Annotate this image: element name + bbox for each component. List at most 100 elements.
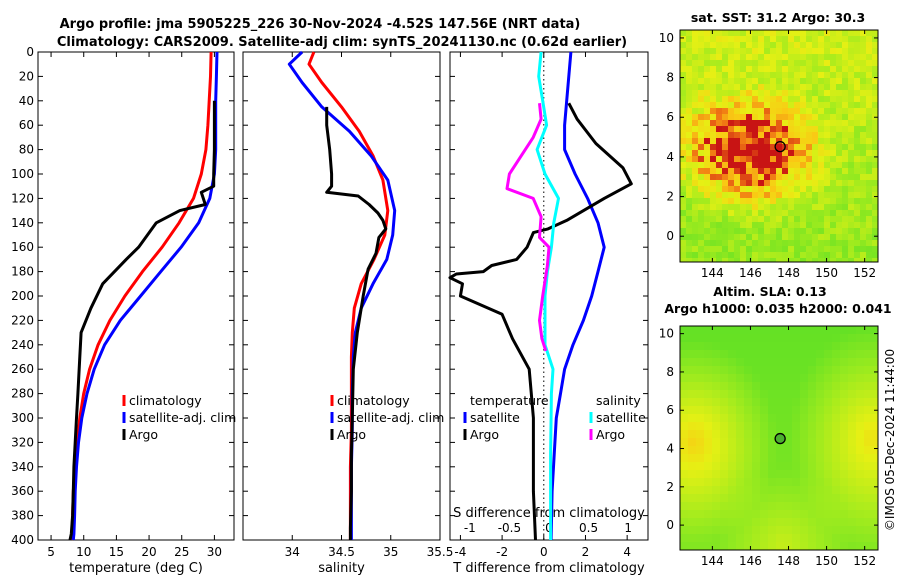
sst-map-cell — [842, 72, 849, 79]
sst-map-cell — [872, 198, 879, 205]
sla-map-cell — [696, 502, 705, 511]
sst-map-cell — [728, 48, 735, 55]
sst-map-cell — [770, 180, 777, 187]
sla-map-cell — [840, 366, 849, 375]
sst-map-cell — [848, 60, 855, 67]
sla-map-cell — [744, 422, 753, 431]
sst-map-cell — [716, 228, 723, 235]
sst-map-cell — [686, 174, 693, 181]
sst-map-cell — [860, 42, 867, 49]
sst-map-cell — [812, 198, 819, 205]
sla-map-cell — [824, 350, 833, 359]
sst-map-cell — [842, 90, 849, 97]
sla-map-cell — [768, 374, 777, 383]
sla-map-cell — [856, 534, 865, 543]
sst-map-cell — [758, 120, 765, 127]
sst-map-cell — [830, 210, 837, 217]
sst-map-cell — [830, 36, 837, 43]
sst-map-cell — [848, 36, 855, 43]
sla-map-cell — [688, 422, 697, 431]
sst-map-cell — [788, 240, 795, 247]
sla-map-cell — [768, 366, 777, 375]
sst-map-cell — [722, 96, 729, 103]
sst-map-cell — [704, 84, 711, 91]
sst-map-cell — [848, 150, 855, 157]
sst-map-cell — [836, 246, 843, 253]
sla-map-cell — [720, 478, 729, 487]
sst-map-cell — [824, 192, 831, 199]
diff-legend-temperature-heading: temperature — [470, 393, 549, 408]
sla-map-cell — [760, 470, 769, 479]
sla-map-cell — [784, 390, 793, 399]
sla-map-cell — [784, 470, 793, 479]
sla-map-cell — [808, 438, 817, 447]
sla-map-cell — [784, 334, 793, 343]
sst-map-cell — [818, 258, 825, 263]
sst-map-cell — [818, 228, 825, 235]
sst-map-cell — [680, 258, 687, 263]
sst-map-cell — [848, 246, 855, 253]
sla-map-cell — [720, 470, 729, 479]
sst-map-cell — [704, 150, 711, 157]
sst-map-cell — [812, 114, 819, 121]
sst-map-cell — [704, 180, 711, 187]
sst-map-cell — [872, 90, 879, 97]
sst-map-cell — [812, 60, 819, 67]
sst-map-cell — [848, 78, 855, 85]
sla-map-cell — [864, 494, 873, 503]
sla-map-cell — [712, 438, 721, 447]
sst-map-cell — [860, 36, 867, 43]
sla-map-cell — [704, 526, 713, 535]
sst-map-cell — [746, 102, 753, 109]
sla-map-cell — [872, 334, 879, 343]
sst-map-cell — [794, 258, 801, 263]
sla-map-cell — [776, 406, 785, 415]
sla-map-cell — [856, 486, 865, 495]
sla-map-cell — [848, 494, 857, 503]
sla-map-cell — [872, 358, 879, 367]
sla-map-cell — [760, 366, 769, 375]
sla-map-cell — [816, 334, 825, 343]
sst-map-cell — [842, 120, 849, 127]
sla-map-cell — [712, 502, 721, 511]
sla-map-cell — [856, 358, 865, 367]
sst-map-cell — [806, 150, 813, 157]
sst-map-cell — [842, 108, 849, 115]
sla-map-cell — [680, 326, 689, 335]
sst-map-cell — [692, 198, 699, 205]
sla-map-cell — [824, 446, 833, 455]
sst-map-cell — [860, 234, 867, 241]
sla-map-cell — [808, 534, 817, 543]
sst-map-cell — [854, 72, 861, 79]
sst-map-cell — [740, 258, 747, 263]
sla-map-cell — [712, 406, 721, 415]
sst-map-cell — [806, 222, 813, 229]
sst-map-cell — [770, 120, 777, 127]
sst-map-cell — [854, 144, 861, 151]
sst-map-cell — [746, 156, 753, 163]
sla-map-cell — [856, 382, 865, 391]
sst-map-cell — [830, 126, 837, 133]
sla-map-cell — [744, 510, 753, 519]
sst-map-cell — [824, 96, 831, 103]
sla-map-cell — [776, 398, 785, 407]
temperature-xlabel: temperature (deg C) — [69, 561, 203, 576]
sst-map-cell — [806, 192, 813, 199]
sst-map-cell — [866, 72, 873, 79]
sst-map-cell — [782, 72, 789, 79]
sst-map-cell — [692, 246, 699, 253]
sla-map-cell — [792, 526, 801, 535]
sst-map-cell — [758, 48, 765, 55]
sla-map-cell — [680, 510, 689, 519]
sla-map-cell — [800, 374, 809, 383]
sla-map-cell — [752, 526, 761, 535]
sst-map-cell — [848, 210, 855, 217]
sst-map-cell — [794, 90, 801, 97]
sst-map-cell — [752, 216, 759, 223]
sla-map-cell — [872, 342, 879, 351]
sst-map-cell — [716, 78, 723, 85]
sst-map-cell — [800, 96, 807, 103]
sst-map-cell — [716, 246, 723, 253]
sst-map-cell — [800, 180, 807, 187]
sst-map-cell — [800, 48, 807, 55]
